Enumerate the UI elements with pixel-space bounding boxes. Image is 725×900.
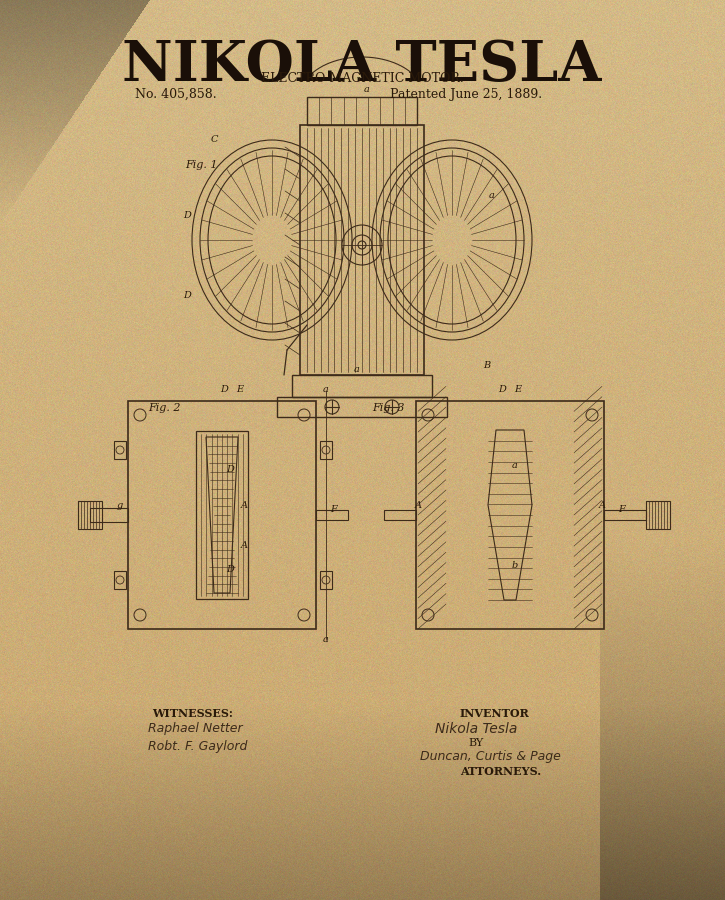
Text: Patented June 25, 1889.: Patented June 25, 1889. [390,88,542,101]
Bar [114,441,126,459]
Text: Fig. 2: Fig. 2 [148,403,181,413]
Text: a: a [489,191,495,200]
Text: C: C [210,136,217,145]
Text: a: a [512,461,518,470]
Bar [128,401,316,629]
Text: ELECTRO MAGNETIC MOTOR.: ELECTRO MAGNETIC MOTOR. [260,72,463,85]
Text: Robt. F. Gaylord: Robt. F. Gaylord [148,740,247,753]
Text: D: D [226,565,234,574]
Text: D: D [226,465,234,474]
Text: D: D [183,211,191,220]
Bar [604,510,646,520]
Bar [646,501,670,529]
Text: F: F [618,506,626,515]
Text: E: E [515,384,521,393]
Text: a: a [354,365,360,374]
Bar [300,125,424,375]
Text: Raphael Netter: Raphael Netter [148,722,243,735]
Text: WITNESSES:: WITNESSES: [152,708,233,719]
Text: a: a [364,86,370,94]
Text: NIKOLA TESLA: NIKOLA TESLA [123,38,602,93]
Bar [292,375,432,397]
Text: b: b [512,561,518,570]
Text: ATTORNEYS.: ATTORNEYS. [460,766,541,777]
Text: Fig. 1: Fig. 1 [185,160,218,170]
Text: g: g [117,500,123,509]
Text: Nikola Tesla: Nikola Tesla [435,722,518,736]
Text: INVENTOR: INVENTOR [460,708,530,719]
Text: E: E [236,384,244,393]
Bar [320,571,332,589]
Bar [307,97,417,125]
Bar [416,401,604,629]
Text: F: F [331,506,337,515]
Bar [316,510,348,520]
Text: D: D [220,384,228,393]
Text: a: a [323,634,329,644]
Text: A: A [241,500,247,509]
Bar [78,501,102,529]
Text: D: D [183,291,191,300]
Text: A: A [241,541,247,550]
Text: D: D [498,384,506,393]
Bar [277,397,447,417]
Text: A: A [599,500,605,509]
Bar [320,441,332,459]
Bar [114,571,126,589]
Bar [90,508,128,522]
Text: B: B [484,361,491,370]
Bar [196,431,248,599]
Text: BY: BY [468,738,484,748]
Text: A: A [415,500,421,509]
Bar [384,510,416,520]
Text: Fig. 3: Fig. 3 [372,403,405,413]
Text: Duncan, Curtis & Page: Duncan, Curtis & Page [420,750,561,763]
Text: a: a [323,384,329,393]
Text: No. 405,858.: No. 405,858. [135,88,217,101]
